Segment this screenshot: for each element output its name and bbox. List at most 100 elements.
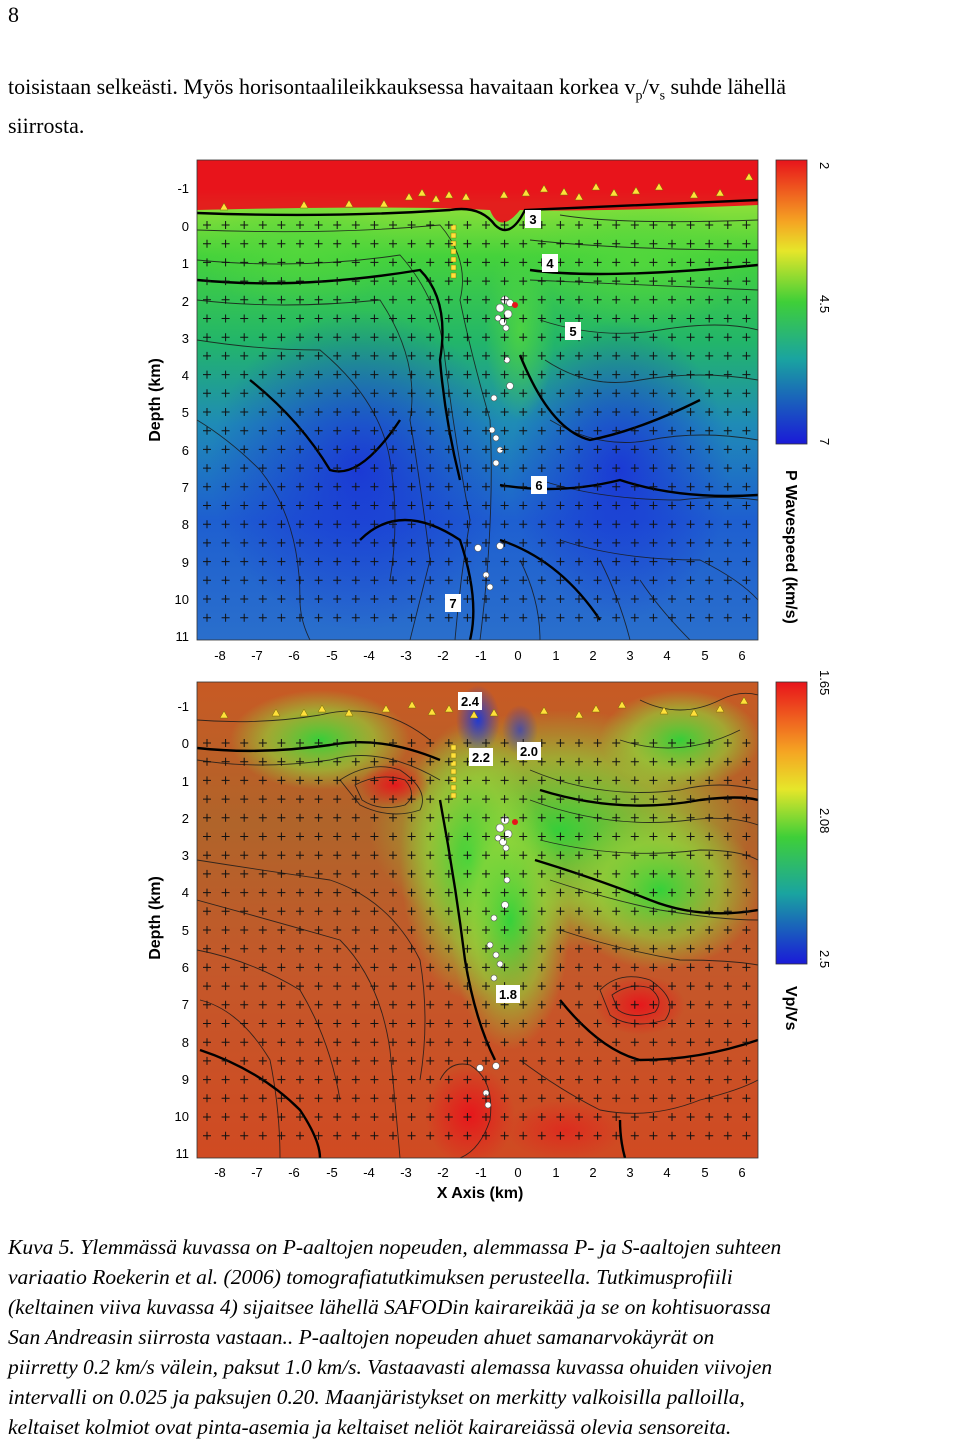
grid-node-marker bbox=[593, 333, 602, 342]
grid-node-marker bbox=[389, 613, 397, 622]
grid-node-marker bbox=[668, 1019, 676, 1028]
grid-node-marker bbox=[277, 351, 286, 360]
grid-node-marker bbox=[723, 1075, 732, 1084]
grid-node-marker bbox=[742, 239, 751, 248]
grid-node-marker bbox=[389, 277, 397, 286]
grid-node-marker bbox=[537, 963, 546, 972]
grid-node-marker bbox=[612, 795, 621, 804]
grid-node-marker bbox=[500, 426, 509, 435]
grid-node-marker bbox=[333, 557, 342, 566]
grid-node-marker bbox=[221, 813, 230, 822]
top-ytick: 2 bbox=[182, 294, 189, 309]
grid-node-marker bbox=[463, 389, 472, 398]
grid-node-marker bbox=[221, 1075, 230, 1084]
grid-node-marker bbox=[500, 832, 509, 841]
grid-node-marker bbox=[575, 389, 583, 398]
grid-node-marker bbox=[575, 739, 583, 747]
top-xtick: 3 bbox=[626, 648, 633, 663]
grid-node-marker bbox=[389, 333, 397, 342]
grid-node-marker bbox=[296, 944, 304, 953]
grid-node-marker bbox=[705, 408, 714, 416]
grid-node-marker bbox=[444, 739, 453, 747]
grid-node-marker bbox=[258, 888, 267, 897]
grid-node-marker bbox=[203, 851, 211, 860]
grid-node-marker bbox=[649, 258, 658, 267]
grid-node-marker bbox=[258, 351, 267, 360]
grid-node-marker bbox=[686, 1075, 695, 1084]
grid-node-marker bbox=[723, 445, 732, 454]
grid-node-marker bbox=[668, 482, 676, 491]
grid-node-marker bbox=[333, 351, 342, 360]
grid-node-marker bbox=[519, 408, 528, 416]
grid-node-marker bbox=[426, 982, 435, 991]
grid-node-marker bbox=[593, 258, 602, 267]
top-borehole-sensors bbox=[450, 224, 457, 279]
grid-node-marker bbox=[482, 944, 490, 953]
grid-node-marker bbox=[333, 1019, 342, 1028]
grid-node-marker bbox=[705, 851, 714, 860]
grid-node-marker bbox=[370, 944, 379, 953]
grid-node-marker bbox=[277, 1113, 286, 1121]
grid-node-marker bbox=[221, 776, 230, 785]
grid-node-marker bbox=[203, 888, 211, 897]
grid-node-marker bbox=[370, 333, 379, 342]
grid-node-marker bbox=[333, 1131, 342, 1140]
grid-node-marker bbox=[668, 595, 676, 603]
grid-node-marker bbox=[426, 295, 435, 304]
grid-node-marker bbox=[463, 538, 472, 547]
grid-node-marker bbox=[593, 576, 602, 585]
grid-node-marker bbox=[668, 813, 676, 822]
grid-node-marker bbox=[630, 795, 639, 804]
grid-node-marker bbox=[389, 832, 397, 841]
grid-node-marker bbox=[649, 1094, 658, 1103]
grid-node-marker bbox=[500, 351, 509, 360]
grid-node-marker bbox=[519, 926, 528, 934]
grid-node-marker bbox=[649, 408, 658, 416]
grid-node-marker bbox=[389, 520, 397, 529]
grid-node-marker bbox=[575, 1131, 583, 1140]
grid-node-marker bbox=[723, 1038, 732, 1047]
grid-node-marker bbox=[370, 739, 379, 747]
grid-node-marker bbox=[426, 389, 435, 398]
top-ytick: 10 bbox=[175, 592, 189, 607]
grid-node-marker bbox=[240, 370, 249, 379]
grid-node-marker bbox=[351, 1019, 360, 1028]
grid-node-marker bbox=[240, 351, 249, 360]
grid-node-marker bbox=[314, 944, 323, 953]
grid-node-marker bbox=[389, 907, 397, 916]
grid-node-marker bbox=[370, 239, 379, 248]
grid-node-marker bbox=[612, 426, 621, 435]
grid-node-marker bbox=[630, 832, 639, 841]
grid-node-marker bbox=[258, 408, 267, 416]
grid-node-marker bbox=[389, 576, 397, 585]
grid-node-marker bbox=[575, 445, 583, 454]
grid-node-marker bbox=[203, 221, 211, 229]
grid-node-marker bbox=[277, 1056, 286, 1065]
grid-node-marker bbox=[221, 314, 230, 323]
grid-node-marker bbox=[575, 963, 583, 972]
grid-node-marker bbox=[426, 464, 435, 473]
grid-node-marker bbox=[705, 1056, 714, 1065]
grid-node-marker bbox=[500, 944, 509, 953]
grid-node-marker bbox=[351, 333, 360, 342]
grid-node-marker bbox=[314, 520, 323, 529]
grid-node-marker bbox=[612, 944, 621, 953]
grid-node-marker bbox=[389, 739, 397, 747]
grid-node-marker bbox=[314, 464, 323, 473]
grid-node-marker bbox=[705, 813, 714, 822]
grid-node-marker bbox=[723, 258, 732, 267]
grid-node-marker bbox=[556, 1113, 565, 1121]
bottom-ytick: 11 bbox=[176, 1146, 190, 1161]
grid-node-marker bbox=[500, 963, 509, 972]
grid-node-marker bbox=[258, 1113, 267, 1121]
grid-node-marker bbox=[314, 739, 323, 747]
bottom-contours-thin bbox=[197, 692, 758, 1158]
grid-node-marker bbox=[519, 1131, 528, 1140]
grid-node-marker bbox=[686, 501, 695, 510]
intro-text-1: toisistaan selkeästi. Myös horisontaalil… bbox=[8, 74, 636, 99]
top-y-axis-label: Depth (km) bbox=[147, 358, 164, 442]
grid-node-marker bbox=[407, 1131, 416, 1140]
grid-node-marker bbox=[705, 795, 714, 804]
grid-node-marker bbox=[444, 295, 453, 304]
grid-node-marker bbox=[612, 1094, 621, 1103]
